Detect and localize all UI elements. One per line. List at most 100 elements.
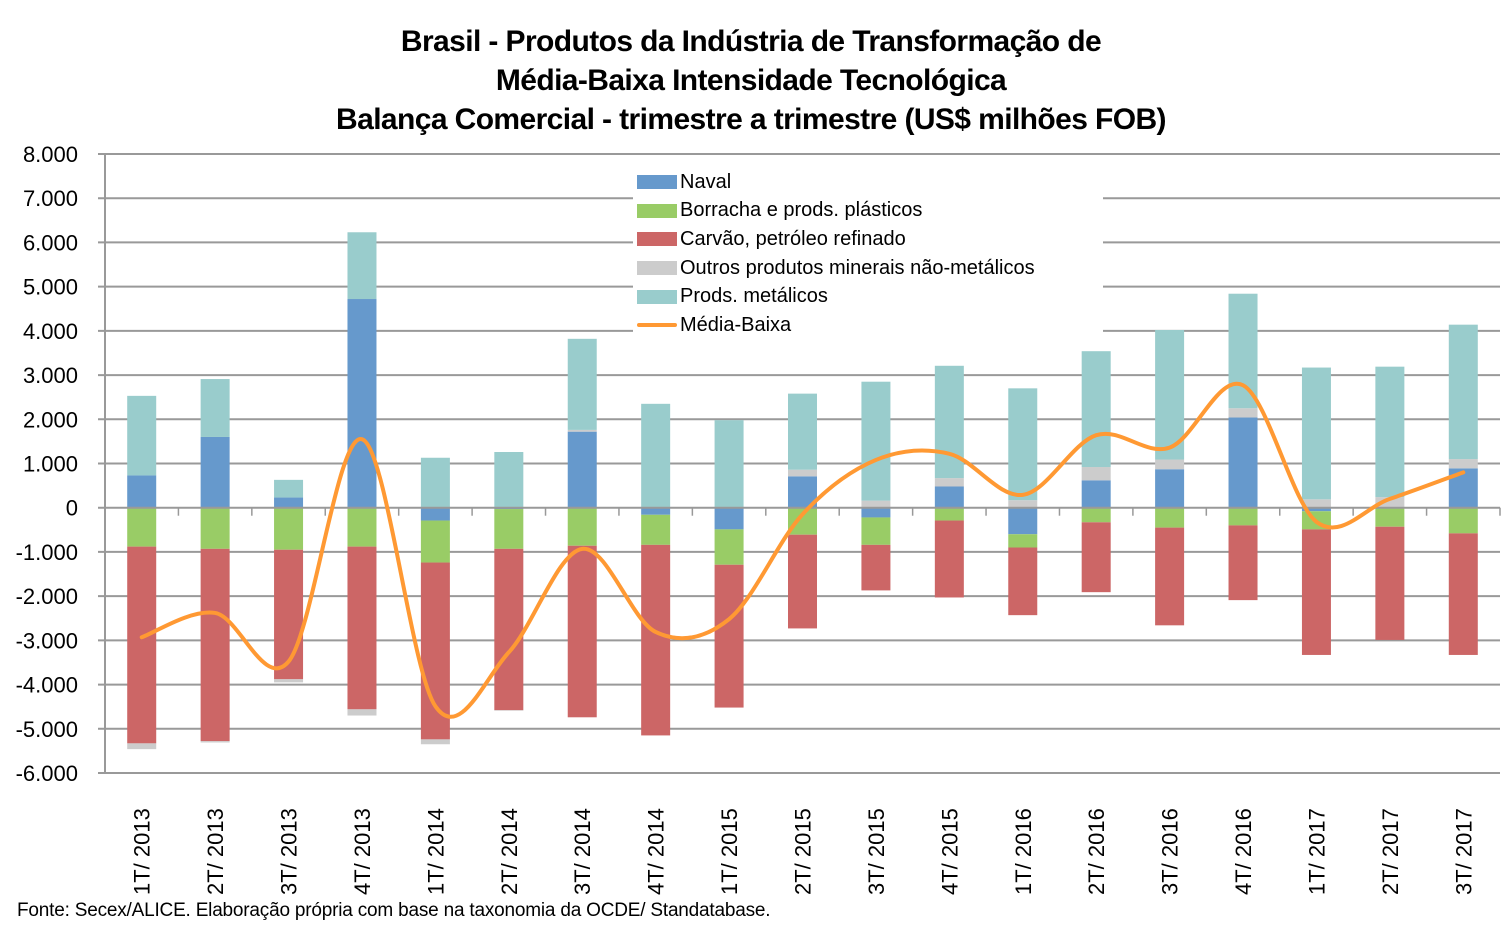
bar-segment-prods-met-licos [861,381,891,501]
bar-segment-borracha-e-prods-pl-sticos [641,514,671,545]
bar-stack [127,395,157,750]
bar-segment-prods-met-licos [714,420,744,508]
bar-segment-naval [641,507,671,515]
x-tick-label: 1T/ 2015 [717,808,742,895]
x-tick-label: 2T/ 2015 [791,808,816,895]
legend-swatch-icon [637,203,677,218]
bar-segment-prods-met-licos [1375,366,1405,498]
legend-label: Prods. metálicos [680,285,828,308]
legend-label: Média-Baixa [680,313,792,336]
bar-segment-outros-produtos-minerais-n-o-met-licos [934,478,964,487]
bar-stack [1228,293,1258,601]
bar-segment-prods-met-licos [788,393,817,470]
bar-segment-naval [1155,469,1185,508]
bar-segment-borracha-e-prods-pl-sticos [1081,507,1111,523]
bar-stack [788,393,817,629]
bar-stack [714,420,744,708]
bar-segment-prods-met-licos [1155,329,1185,460]
y-tick-label: 0 [66,496,78,521]
bar-stack [274,479,304,683]
bar-stack [1081,351,1111,593]
x-tick-label: 3T/ 2016 [1158,808,1183,895]
bar-segment-carv-o-petr-leo-refinado [274,549,304,680]
chart-title: Brasil - Produtos da Indústria de Transf… [0,22,1502,139]
bar-segment-outros-produtos-minerais-n-o-met-licos [127,743,157,750]
bar-segment-carv-o-petr-leo-refinado [861,544,891,591]
bar-segment-borracha-e-prods-pl-sticos [420,520,450,563]
bar-segment-carv-o-petr-leo-refinado [641,544,671,736]
bar-segment-naval [1081,480,1111,508]
bar-stack [1155,329,1185,626]
bar-segment-carv-o-petr-leo-refinado [1155,527,1185,626]
bar-stack [347,232,377,716]
bar-segment-carv-o-petr-leo-refinado [1375,526,1405,640]
bar-segment-outros-produtos-minerais-n-o-met-licos [1081,467,1111,481]
bar-segment-outros-produtos-minerais-n-o-met-licos [1155,459,1185,470]
bar-segment-outros-produtos-minerais-n-o-met-licos [347,709,377,716]
bar-segment-outros-produtos-minerais-n-o-met-licos [788,469,817,477]
x-tick-label: 1T/ 2014 [423,808,448,895]
legend-item: Naval [633,168,1103,197]
legend-item: Média-Baixa [633,311,1103,340]
y-tick-label: -2.000 [16,584,78,609]
bar-segment-prods-met-licos [1301,367,1331,500]
bar-segment-naval [567,431,597,508]
y-tick-label: 5.000 [23,275,78,300]
bar-segment-prods-met-licos [1448,324,1478,460]
bar-segment-outros-produtos-minerais-n-o-met-licos [420,739,450,745]
bar-segment-outros-produtos-minerais-n-o-met-licos [1375,497,1405,508]
legend: Naval Borracha e prods. plásticos Carvão, … [633,168,1103,340]
y-tick-label: 4.000 [23,319,78,344]
bar-segment-borracha-e-prods-pl-sticos [274,507,304,550]
x-tick-label: 4T/ 2014 [644,808,669,895]
bar-segment-outros-produtos-minerais-n-o-met-licos [567,429,597,432]
bar-stack [861,381,891,591]
x-tick-label: 4T/ 2013 [350,808,375,895]
bar-segment-borracha-e-prods-pl-sticos [861,517,891,545]
bar-segment-carv-o-petr-leo-refinado [1228,525,1258,601]
chart-title-line-1: Brasil - Produtos da Indústria de Transf… [400,25,1102,58]
bar-segment-naval [274,497,304,508]
legend-label: Outros produtos minerais não-metálicos [680,256,1035,279]
x-tick-label: 4T/ 2015 [937,808,962,895]
y-tick-label: 1.000 [23,452,78,477]
bar-segment-carv-o-petr-leo-refinado [127,546,157,744]
bar-segment-carv-o-petr-leo-refinado [1008,547,1038,616]
bar-segment-carv-o-petr-leo-refinado [714,564,744,708]
bar-segment-borracha-e-prods-pl-sticos [1228,507,1258,526]
bar-segment-naval [347,299,377,508]
bar-segment-prods-met-licos [1008,388,1038,501]
bar-segment-naval [1008,507,1038,535]
bar-segment-prods-met-licos [641,403,671,508]
bar-segment-borracha-e-prods-pl-sticos [934,507,964,521]
x-tick-label: 3T/ 2017 [1451,808,1476,895]
legend-item: Carvão, petróleo refinado [633,225,1103,254]
bar-segment-outros-produtos-minerais-n-o-met-licos [1301,499,1331,508]
bar-segment-naval [420,507,450,521]
x-tick-label: 1T/ 2017 [1304,808,1329,895]
bar-segment-carv-o-petr-leo-refinado [420,562,450,740]
bar-segment-naval [1301,507,1331,512]
bar-segment-borracha-e-prods-pl-sticos [1155,507,1185,528]
legend-label: Borracha e prods. plásticos [680,199,923,222]
legend-swatch-icon [637,175,677,190]
chart-footer-source: Fonte: Secex/ALICE. Elaboração própria c… [17,900,771,921]
bar-segment-outros-produtos-minerais-n-o-met-licos [200,741,230,743]
x-tick-label: 3T/ 2013 [277,808,302,895]
bar-segment-carv-o-petr-leo-refinado [788,534,817,629]
line-series [139,381,1466,719]
bar-segment-carv-o-petr-leo-refinado [1448,533,1478,655]
bar-stack [1448,324,1478,655]
chart-title-line-3: Balança Comercial - trimestre a trimestr… [336,103,1167,136]
bar-stack [567,338,597,718]
bar-segment-prods-met-licos [494,452,524,508]
x-tick-label: 3T/ 2014 [570,808,595,895]
bar-segment-prods-met-licos [1081,351,1111,468]
bar-segment-prods-met-licos [274,479,304,498]
y-tick-label: 7.000 [23,186,78,211]
bar-segment-carv-o-petr-leo-refinado [347,546,377,710]
legend-item: Outros produtos minerais não-metálicos [633,254,1103,283]
bar-segment-borracha-e-prods-pl-sticos [1448,507,1478,534]
bar-segment-carv-o-petr-leo-refinado [1301,529,1331,655]
